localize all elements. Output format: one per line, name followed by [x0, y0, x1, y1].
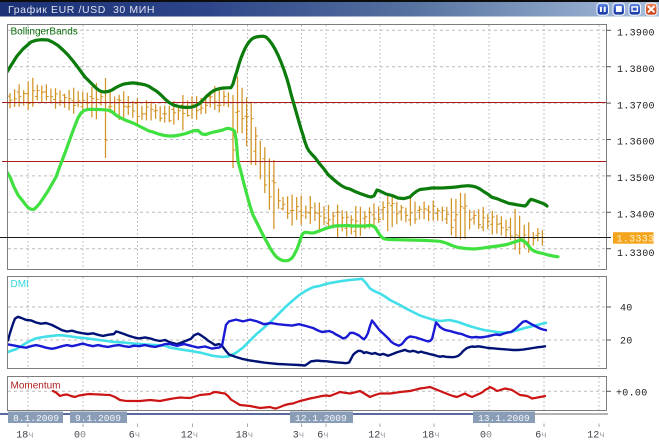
svg-text:6ч: 6ч	[535, 431, 546, 442]
svg-text:BollingerBands: BollingerBands	[11, 27, 78, 38]
svg-text:График EUR /USD 30 МИН: График EUR /USD 30 МИН	[8, 4, 155, 16]
svg-text:1.3333: 1.3333	[617, 235, 655, 246]
svg-text:6ч: 6ч	[317, 431, 328, 442]
svg-text:12ч: 12ч	[368, 431, 385, 442]
svg-text:00: 00	[480, 431, 492, 442]
svg-text:1.3400: 1.3400	[617, 211, 655, 222]
svg-text:1.3500: 1.3500	[617, 174, 655, 185]
svg-text:20: 20	[620, 337, 633, 348]
svg-text:12ч: 12ч	[587, 431, 604, 442]
svg-text:18ч: 18ч	[16, 431, 33, 442]
svg-text:8.1.2009: 8.1.2009	[13, 413, 59, 424]
svg-text:6ч: 6ч	[129, 431, 140, 442]
svg-text:1.3600: 1.3600	[617, 138, 655, 149]
svg-text:Momentum: Momentum	[11, 381, 61, 392]
svg-text:+0.00: +0.00	[616, 388, 648, 399]
svg-text:00: 00	[74, 431, 86, 442]
svg-text:18ч: 18ч	[422, 431, 439, 442]
svg-text:3ч: 3ч	[293, 431, 304, 442]
svg-text:18ч: 18ч	[236, 431, 253, 442]
svg-text:12.1.2009: 12.1.2009	[295, 413, 347, 424]
svg-text:DMI: DMI	[11, 279, 29, 290]
svg-text:12ч: 12ч	[181, 431, 198, 442]
svg-text:1.3700: 1.3700	[617, 101, 655, 112]
svg-text:1.3800: 1.3800	[617, 65, 655, 76]
svg-text:13.1.2009: 13.1.2009	[478, 413, 530, 424]
svg-text:40: 40	[620, 304, 633, 315]
svg-text:1.3900: 1.3900	[617, 29, 655, 40]
svg-text:1.3300: 1.3300	[617, 249, 655, 260]
svg-text:9.1.2009: 9.1.2009	[75, 413, 121, 424]
